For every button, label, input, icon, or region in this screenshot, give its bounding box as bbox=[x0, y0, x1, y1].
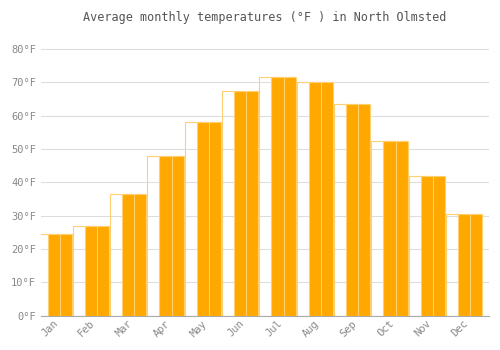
Bar bbox=[458, 214, 482, 316]
Bar bbox=[309, 82, 333, 316]
Bar bbox=[372, 141, 396, 316]
Bar bbox=[72, 226, 97, 316]
Bar bbox=[148, 156, 172, 316]
Bar bbox=[408, 176, 433, 316]
Bar bbox=[421, 176, 445, 316]
Bar bbox=[334, 104, 358, 316]
Bar bbox=[197, 122, 221, 316]
Bar bbox=[346, 104, 370, 316]
Bar bbox=[222, 91, 246, 316]
Bar bbox=[446, 214, 470, 316]
Bar bbox=[110, 194, 134, 316]
Bar bbox=[184, 122, 209, 316]
Bar bbox=[48, 234, 72, 316]
Bar bbox=[234, 91, 258, 316]
Bar bbox=[36, 234, 60, 316]
Bar bbox=[260, 77, 283, 316]
Bar bbox=[296, 82, 321, 316]
Title: Average monthly temperatures (°F ) in North Olmsted: Average monthly temperatures (°F ) in No… bbox=[83, 11, 446, 24]
Bar bbox=[85, 226, 109, 316]
Bar bbox=[384, 141, 407, 316]
Bar bbox=[272, 77, 295, 316]
Bar bbox=[122, 194, 146, 316]
Bar bbox=[160, 156, 184, 316]
